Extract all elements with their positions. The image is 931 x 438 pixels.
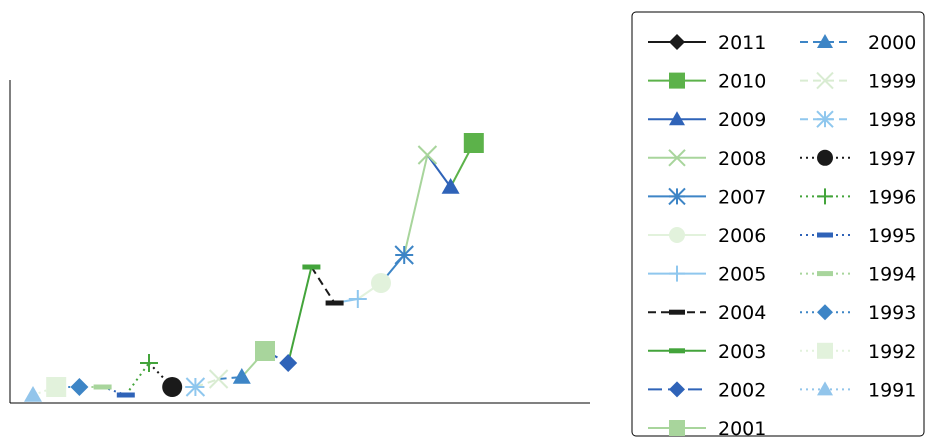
series-line-2009: [426, 154, 452, 188]
point-1994: [93, 384, 112, 390]
series-line-1992: [32, 386, 57, 396]
legend-label-2004: 2004: [718, 302, 766, 324]
legend-label-2008: 2008: [718, 148, 766, 170]
legend-item-1992: 1992: [800, 341, 916, 363]
legend-label-1997: 1997: [868, 148, 916, 170]
legend: 2011 2010 2009 2008 2007 2006 2005 2004 2003 2002…: [631, 11, 925, 438]
legend-marker-2005: [669, 265, 685, 282]
legend-label-1992: 1992: [868, 341, 916, 363]
legend-marker-2009: [669, 111, 685, 126]
point-2009: [441, 178, 460, 194]
legend-marker-2002: [669, 381, 685, 398]
legend-label-1995: 1995: [868, 225, 916, 247]
legend-item-2010: 2010: [648, 71, 766, 93]
point-2008: [417, 145, 438, 165]
legend-item-1994: 1994: [800, 264, 916, 286]
legend-marker-1997: [817, 149, 833, 166]
legend-label-2007: 2007: [718, 186, 766, 208]
point-2010: [463, 133, 484, 153]
legend-item-2009: 2009: [648, 109, 766, 131]
series-line-2003: [287, 266, 313, 364]
legend-marker-2010: [669, 72, 685, 89]
legend-label-2002: 2002: [718, 379, 766, 401]
legend-marker-2000: [817, 34, 833, 48]
legend-marker-2008: [668, 149, 686, 167]
legend-label-1996: 1996: [868, 186, 916, 208]
legend-marker-1996: [817, 188, 833, 205]
legend-marker-1991: [817, 381, 833, 396]
point-1993: [70, 378, 89, 396]
legend-marker-2007: [668, 187, 686, 206]
legend-marker-2003: [669, 348, 685, 354]
legend-item-1991: 1991: [800, 379, 916, 401]
legend-label-2009: 2009: [718, 109, 766, 131]
series-line-1995: [102, 386, 127, 396]
legend-item-1996: 1996: [800, 186, 916, 208]
legend-item-2004: 2004: [648, 302, 766, 324]
point-2006: [371, 273, 391, 293]
legend-item-2000: 2000: [800, 32, 916, 54]
legend-label-1994: 1994: [868, 264, 916, 286]
legend-item-2001: 2001: [648, 418, 766, 438]
point-2001: [255, 341, 275, 361]
legend-label-1993: 1993: [868, 302, 916, 324]
legend-marker-1995: [817, 232, 833, 238]
point-1996: [140, 354, 158, 372]
point-1999: [208, 369, 229, 389]
series-markers: [24, 133, 484, 402]
legend-item-2003: 2003: [648, 341, 766, 363]
legend-marker-2011: [669, 34, 685, 50]
legend-item-2011: 2011: [648, 32, 766, 54]
legend-label-1991: 1991: [868, 379, 916, 401]
legend-label-2001: 2001: [718, 418, 766, 438]
series-line-2004: [310, 266, 336, 304]
legend-item-1997: 1997: [800, 148, 916, 170]
legend-marker-1999: [816, 71, 834, 90]
legend-item-1993: 1993: [800, 302, 916, 324]
legend-marker-2006: [669, 227, 685, 243]
legend-marker-1993: [817, 304, 833, 321]
legend-marker-1992: [817, 342, 833, 359]
point-1995: [116, 392, 135, 398]
legend-label-1998: 1998: [868, 109, 916, 131]
legend-items: 2011 2010 2009 2008 2007 2006 2005 2004 2003 2002…: [648, 32, 916, 438]
legend-item-2006: 2006: [648, 225, 766, 247]
point-2002: [279, 354, 298, 372]
legend-item-2005: 2005: [648, 264, 766, 286]
point-2005: [348, 290, 367, 308]
point-2004: [325, 300, 344, 306]
legend-item-2007: 2007: [648, 186, 766, 208]
legend-marker-1998: [816, 110, 834, 128]
point-1997: [162, 377, 183, 397]
plot-area: [9, 80, 590, 404]
legend-item-2008: 2008: [648, 148, 766, 170]
legend-item-1998: 1998: [800, 109, 916, 131]
legend-label-1999: 1999: [868, 71, 916, 93]
point-2007: [394, 245, 414, 265]
point-1992: [46, 377, 67, 397]
legend-label-2000: 2000: [868, 32, 916, 54]
legend-marker-2001: [669, 420, 685, 436]
point-1998: [185, 377, 206, 397]
series-line-1999: [195, 378, 219, 388]
legend-item-2002: 2002: [648, 379, 766, 401]
legend-item-1999: 1999: [800, 71, 916, 93]
legend-item-1995: 1995: [800, 225, 916, 247]
legend-marker-1994: [817, 271, 833, 277]
legend-label-2010: 2010: [718, 71, 766, 93]
point-2000: [232, 368, 251, 384]
point-2003: [302, 264, 321, 270]
series-line-1996: [124, 362, 150, 396]
legend-label-2011: 2011: [718, 32, 766, 54]
legend-label-2003: 2003: [718, 341, 766, 363]
point-1991: [24, 386, 42, 402]
series-connectors: [32, 142, 475, 396]
legend-marker-2004: [669, 309, 685, 315]
series-line-2008: [403, 154, 429, 256]
legend-box: [631, 11, 925, 437]
legend-label-2006: 2006: [718, 225, 766, 247]
legend-label-2005: 2005: [718, 264, 766, 286]
